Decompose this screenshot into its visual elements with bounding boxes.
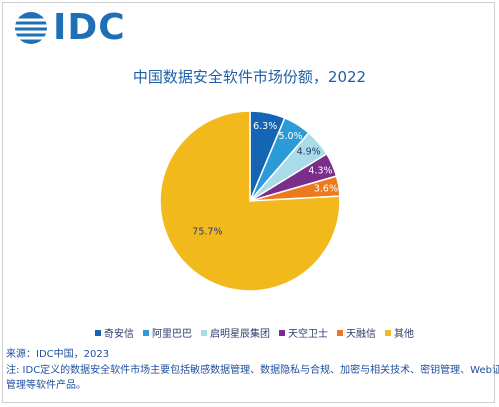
logo-text: IDC bbox=[53, 7, 126, 48]
slice-data-label-5: 75.7% bbox=[192, 226, 222, 237]
chart-legend: 奇安信 阿里巴巴 启明星辰集团 天空卫士 天融信 其他 bbox=[95, 325, 414, 340]
definition-note-line1: 注: IDC定义的数据安全软件市场主要包括敏感数据管理、数据隐私与合规、加密与相… bbox=[6, 364, 499, 376]
slice-data-label-2: 4.9% bbox=[297, 147, 321, 158]
legend-swatch-0 bbox=[95, 329, 101, 336]
legend-item-2: 启明星辰集团 bbox=[201, 325, 270, 340]
chart-title: 中国数据安全软件市场份额，2022 bbox=[132, 68, 367, 86]
slice-data-label-4: 3.6% bbox=[314, 184, 338, 195]
source-note: 来源：IDC中国，2023 bbox=[6, 349, 110, 360]
slice-data-label-0: 6.3% bbox=[253, 121, 277, 132]
idc-logo: IDC bbox=[13, 10, 126, 46]
legend-swatch-1 bbox=[143, 329, 149, 336]
slice-data-label-3: 4.3% bbox=[308, 165, 332, 176]
legend-item-5: 其他 bbox=[385, 325, 414, 340]
definition-note-line2: 管理等软件产品。 bbox=[6, 380, 86, 391]
legend-swatch-3 bbox=[279, 329, 285, 336]
legend-label-4: 天融信 bbox=[346, 329, 376, 340]
legend-item-1: 阿里巴巴 bbox=[143, 325, 192, 340]
legend-label-1: 阿里巴巴 bbox=[152, 329, 192, 340]
legend-item-4: 天融信 bbox=[337, 325, 376, 340]
legend-label-3: 天空卫士 bbox=[288, 329, 328, 340]
legend-item-0: 奇安信 bbox=[95, 325, 134, 340]
legend-label-0: 奇安信 bbox=[104, 329, 134, 340]
footer: 来源：IDC中国，2023 注: IDC定义的数据安全软件市场主要包括敏感数据管… bbox=[6, 347, 499, 394]
legend-item-3: 天空卫士 bbox=[279, 325, 328, 340]
slice-data-label-1: 5.0% bbox=[278, 131, 302, 142]
legend-label-5: 其他 bbox=[394, 329, 414, 340]
legend-swatch-2 bbox=[201, 329, 207, 336]
globe-icon bbox=[14, 12, 48, 44]
legend-swatch-5 bbox=[385, 329, 391, 336]
pie-slice-5 bbox=[159, 110, 341, 292]
legend-label-2: 启明星辰集团 bbox=[210, 329, 270, 340]
legend-swatch-4 bbox=[337, 329, 343, 336]
